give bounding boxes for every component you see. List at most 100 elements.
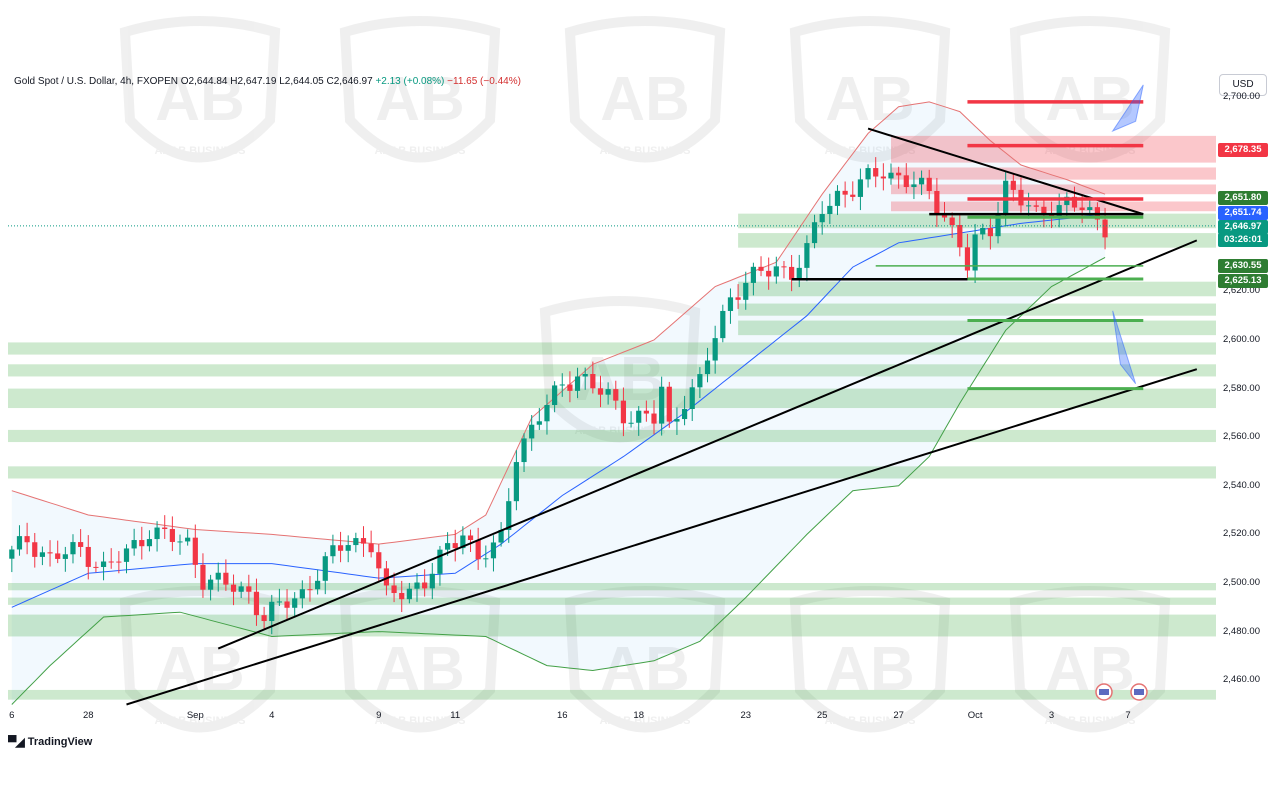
watermark-shield [564,586,726,733]
candle-body [1079,207,1085,211]
y-tick-label: 2,600.00 [1223,334,1260,345]
candle-body [735,297,741,300]
price-tag: 2,678.35 [1218,143,1268,157]
support-zone [8,364,1216,377]
flag-stripe [1134,689,1144,695]
watermark-letters: AB [600,65,690,134]
candle-body [1064,196,1070,206]
x-tick-label: Oct [967,710,983,721]
candle-body [444,543,451,550]
price-tag: 2,651.74 [1218,206,1268,220]
candle-body [360,538,367,544]
candle-body [376,552,382,569]
change-value-2: −11.65 (−0.44%) [447,76,521,87]
low-value: 2,644.05 [284,76,324,87]
watermark-letters: AB [375,65,465,134]
close-value: 2,646.97 [333,76,373,87]
candle-body [597,388,604,395]
candle-body [131,540,137,549]
support-zone [8,429,1216,443]
x-tick-label: 6 [9,710,15,721]
candle-body [1102,219,1108,238]
support-zone [8,614,1216,637]
support-zone [8,342,1216,355]
candle-body [498,529,504,543]
watermark-text: ARAB BUSINESS [374,145,465,157]
currency-button[interactable]: USD [1219,74,1267,96]
high-value: 2,647.19 [237,76,277,87]
candle-body [215,572,221,580]
candle-body [475,540,481,560]
watermark-letters: AB [155,635,245,704]
candle-body [1087,207,1093,211]
flag-stripe [1099,689,1109,695]
drawing-lines [126,100,1198,706]
candle-body [9,549,15,559]
up-arrow-icon [1111,84,1144,133]
watermark-letters: AB [575,345,665,414]
candle-body [704,360,711,375]
candle-body [162,527,168,530]
trendline [126,368,1198,706]
candle-body [659,386,665,424]
candle-body [536,421,542,425]
candle-body [467,535,474,541]
tradingview-brand[interactable]: ▀◢ TradingView [8,735,92,749]
candle-body [192,537,198,565]
shield-logo-icon: AB ARAB BUSINESS [564,586,726,733]
watermark-letters: AB [825,65,915,134]
candle-body [559,384,565,386]
bollinger-band-fill [11,101,1106,705]
candle-body [399,593,405,600]
candle-body [483,558,489,560]
y-tick-label: 2,700.00 [1223,91,1260,102]
candle-body [918,177,925,185]
candle-body [146,539,153,547]
support-zone [738,303,1216,316]
candle-body [261,615,267,622]
support-zone [8,583,1216,591]
candle-body [689,387,695,410]
candle-body [842,190,848,195]
candle-body [452,543,458,549]
candle-body [666,386,672,422]
candle-body [773,266,779,277]
candle-body [345,545,351,551]
candle-body [758,266,764,271]
candle-body [636,410,642,423]
change-value: +2.13 (+0.08%) [375,76,445,87]
candle-body [567,384,573,391]
candle-body [926,177,932,191]
watermark-text: ARAB BUSINESS [824,145,915,157]
shield-logo-icon: AB ARAB BUSINESS [119,586,281,733]
watermark-shield [564,16,726,163]
y-tick-label: 2,520.00 [1223,528,1260,540]
y-tick-label: 2,560.00 [1223,431,1260,443]
x-tick-label: 7 [1125,710,1131,721]
candle-body [529,424,535,439]
candle-body [544,404,550,422]
low-label: L [279,76,285,87]
x-tick-label: 25 [816,710,828,721]
candle-body [888,172,894,179]
event-flags [1095,683,1148,701]
candle-body [1010,180,1016,190]
resistance-zone [890,135,1216,163]
candle-body [582,373,588,377]
candle-body [865,168,871,180]
resistance-zone [890,167,1216,180]
watermark-letters: AB [1045,65,1135,134]
candle-body [857,179,864,197]
candle-body [169,529,175,542]
candle-body [177,541,183,543]
candle-body [108,561,114,563]
candle-body [123,548,130,562]
candle-body [941,213,948,218]
candle-body [811,222,818,244]
candle-body [911,184,917,188]
y-tick-label: 2,580.00 [1223,382,1260,394]
candle-body [32,542,38,557]
price-tag: 2,630.55 [1218,259,1268,273]
watermark-letters: AB [375,635,465,704]
